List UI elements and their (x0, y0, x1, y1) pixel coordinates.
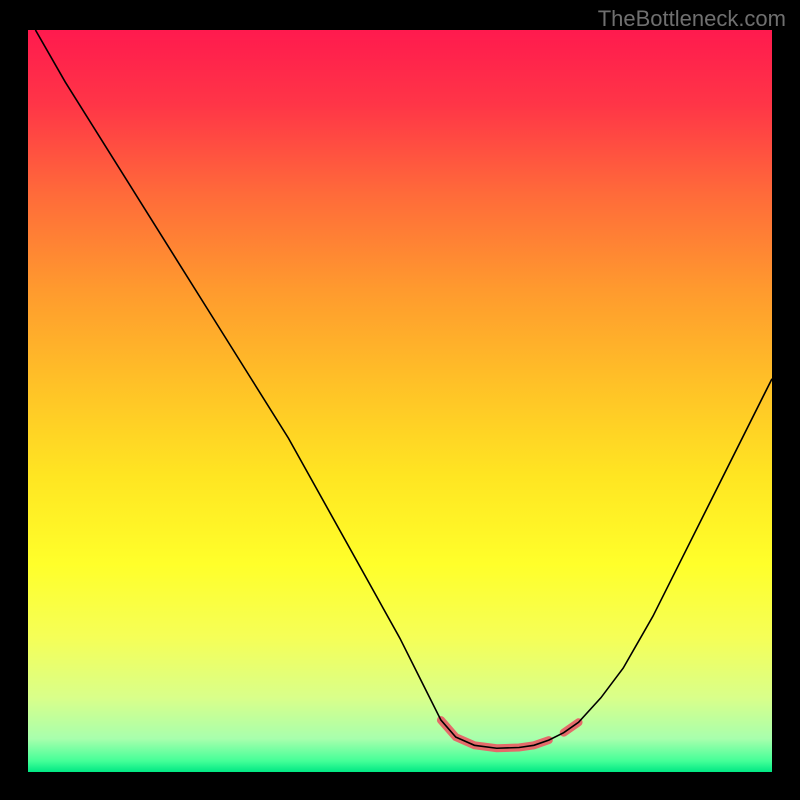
curve-layer (28, 30, 772, 772)
chart-stage: TheBottleneck.com (0, 0, 800, 800)
watermark-label: TheBottleneck.com (598, 6, 786, 32)
plot-area (28, 30, 772, 772)
bottleneck-curve (35, 30, 772, 748)
highlight-segment (441, 720, 549, 748)
highlight-segments (441, 720, 579, 748)
